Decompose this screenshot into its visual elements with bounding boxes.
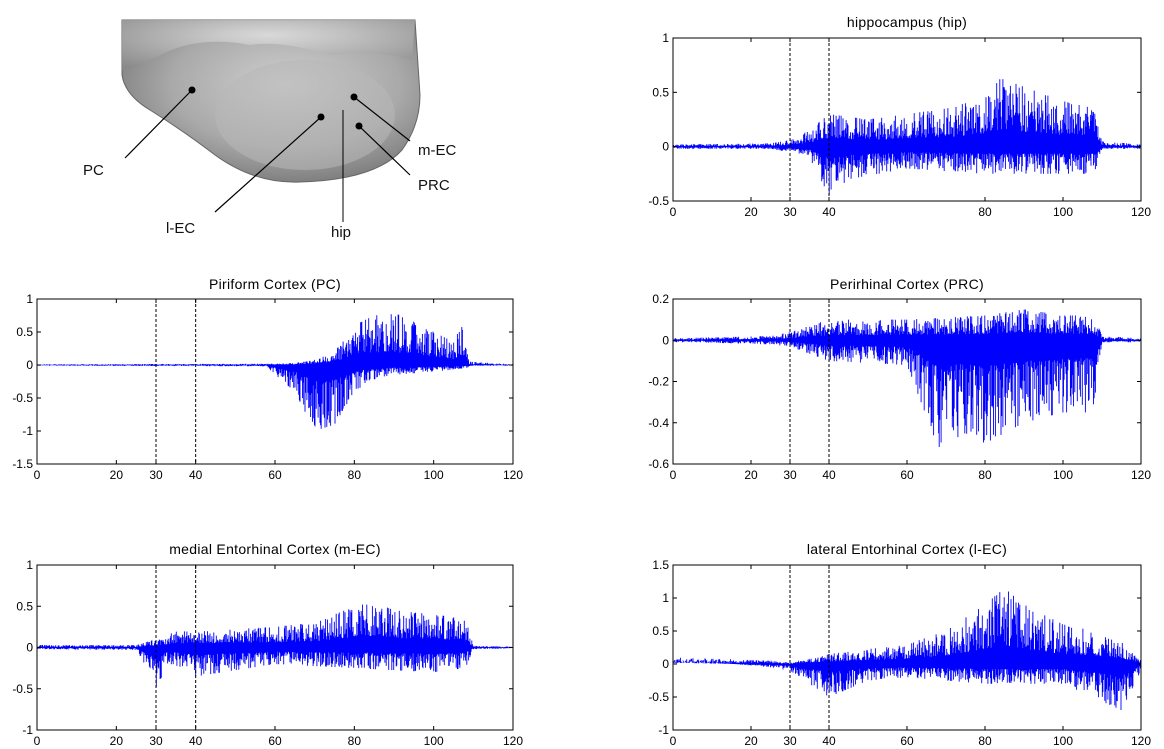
x-tick-label: 30 [149,468,163,482]
x-tick-label: 30 [783,734,797,748]
brain-pointer-prc [355,122,411,176]
x-tick-label: 120 [1131,734,1151,748]
x-tick-label: 100 [1053,468,1073,482]
y-tick-label: -0.5 [648,194,669,208]
signal-trace [673,79,1141,195]
x-tick-label: 20 [744,734,758,748]
y-tick-label: 0.2 [652,292,669,306]
x-tick-label: 0 [34,468,41,482]
y-tick-label: 1 [26,292,33,306]
y-tick-label: 0 [26,641,33,655]
chart-title: Piriform Cortex (PC) [209,276,341,292]
x-tick-label: 80 [978,468,992,482]
y-tick-label: -0.5 [12,682,33,696]
brain-upper-fold [122,20,415,70]
brain-label-prc: PRC [418,177,450,194]
y-tick-label: 0 [662,657,669,671]
x-tick-label: 40 [822,468,836,482]
x-tick-label: 30 [783,205,797,219]
brain-label-hip: hip [331,224,351,241]
brain-label-mec: m-EC [418,142,456,159]
x-tick-label: 80 [348,734,362,748]
brain-pointer-mec [350,93,411,142]
y-tick-label: -1.5 [12,457,33,471]
x-tick-label: 20 [110,468,124,482]
brain-pointer-pc [124,86,196,159]
chart-panel-piriform-cortex: Piriform Cortex (PC) 0 20 30 40 60 80 100 120 -1.… [12,276,523,482]
x-tick-label: 60 [900,468,914,482]
x-tick-label: 40 [189,468,203,482]
x-tick-label: 120 [503,468,523,482]
axes-box [36,298,514,465]
y-tick-label: -0.4 [648,416,669,430]
x-tick-label: 20 [744,205,758,219]
x-tick-label: 80 [978,205,992,219]
chart-title: medial Entorhinal Cortex (m-EC) [169,541,381,557]
x-tick-label: 100 [1053,734,1073,748]
x-tick-label: 40 [189,734,203,748]
y-tick-label: -0.5 [12,391,33,405]
signal-trace [673,309,1141,447]
chart-panel-medial-entorhinal-cortex: medial Entorhinal Cortex (m-EC) 0 20 30 40 60… [12,541,523,748]
y-tick-label: 1 [662,31,669,45]
y-tick-label: -1 [22,723,33,737]
x-tick-label: 60 [900,734,914,748]
y-tick-label: 0 [662,333,669,347]
x-tick-label: 0 [670,468,677,482]
y-tick-label: 0.5 [652,85,669,99]
brain-illustration: PC m-EC PRC l-EC hip [83,19,456,241]
signal-trace [37,314,513,429]
y-tick-label: -1 [22,424,33,438]
y-tick-label: -1 [658,723,669,737]
x-tick-label: 120 [1131,468,1151,482]
signal-trace [37,604,513,687]
chart-panel-lateral-entorhinal-cortex: lateral Entorhinal Cortex (l-EC) 0 20 30 40 6… [648,541,1151,748]
y-tick-label: 0.5 [16,599,33,613]
x-tick-label: 60 [268,734,282,748]
y-tick-label: 0 [662,140,669,154]
signal-trace [673,591,1141,710]
x-tick-label: 20 [744,468,758,482]
y-tick-label: 1.5 [652,558,669,572]
x-tick-label: 0 [670,205,677,219]
x-tick-label: 100 [424,734,444,748]
y-tick-label: 0.5 [652,624,669,638]
x-tick-label: 120 [1131,205,1151,219]
x-tick-label: 0 [670,734,677,748]
x-tick-label: 0 [34,734,41,748]
x-tick-label: 30 [783,468,797,482]
x-tick-label: 100 [424,468,444,482]
chart-panel-perirhinal-cortex: Perirhinal Cortex (PRC) 0 20 30 40 60 80 100 120… [648,276,1151,482]
y-tick-label: 0.5 [16,325,33,339]
x-tick-label: 40 [822,205,836,219]
x-tick-label: 20 [110,734,124,748]
brain-pointer-lec [214,113,325,213]
x-tick-label: 60 [268,468,282,482]
chart-title: Perirhinal Cortex (PRC) [830,276,984,292]
x-tick-label: 80 [978,734,992,748]
chart-title: hippocampus (hip) [847,14,967,30]
chart-panel-hippocampus: hippocampus (hip)0 20 30 40 80 100 120-0.500.5… [648,14,1151,219]
y-tick-label: 1 [26,558,33,572]
x-tick-label: 80 [348,468,362,482]
y-tick-label: 1 [662,591,669,605]
y-tick-label: -0.5 [648,690,669,704]
axes-box [672,37,1142,202]
x-tick-label: 120 [503,734,523,748]
brain-label-lec: l-EC [166,220,195,237]
brain-label-pc: PC [83,162,104,179]
x-tick-label: 30 [149,734,163,748]
chart-title: lateral Entorhinal Cortex (l-EC) [807,541,1007,557]
x-tick-label: 40 [822,734,836,748]
y-tick-label: 0 [26,358,33,372]
x-tick-label: 100 [1053,205,1073,219]
y-tick-label: -0.2 [648,375,669,389]
brain-central-region [215,60,395,170]
y-tick-label: -0.6 [648,457,669,471]
